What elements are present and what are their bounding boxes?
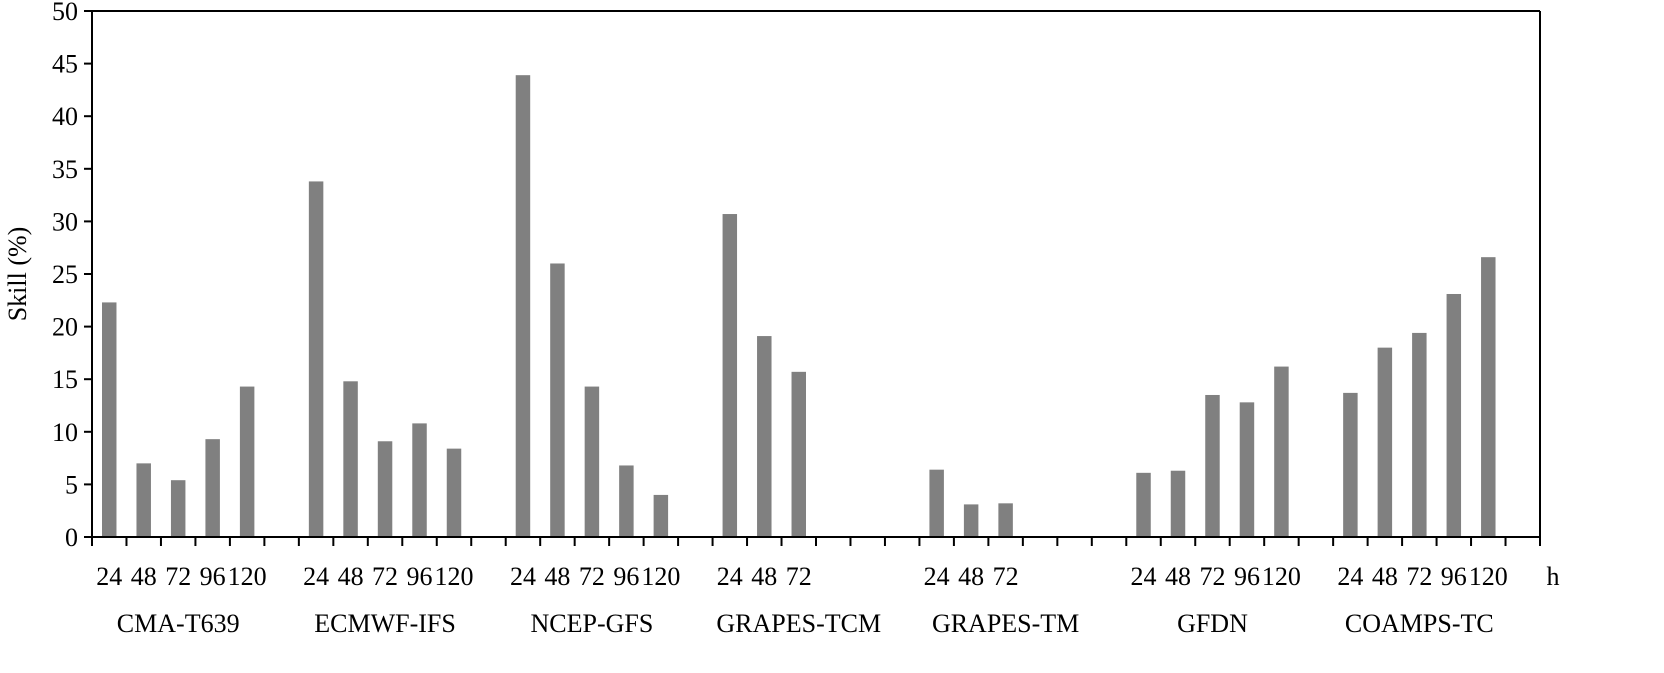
hour-label: 24 (303, 562, 329, 591)
hour-label: 72 (786, 562, 812, 591)
hour-label: 48 (338, 562, 364, 591)
hour-label: 48 (1372, 562, 1398, 591)
y-tick-label: 40 (52, 102, 78, 131)
y-tick-label: 5 (65, 470, 78, 499)
bar-GFDN-72h (1205, 394, 1220, 537)
y-tick-label: 30 (52, 207, 78, 236)
y-tick-label: 10 (52, 418, 78, 447)
bar-GRAPES-TM-24h (929, 469, 944, 537)
bar-ECMWF-IFS-24h (308, 181, 324, 537)
hour-label: 96 (407, 562, 433, 591)
bar-GFDN-24h (1136, 472, 1151, 537)
hour-label: 96 (1234, 562, 1260, 591)
bar-GRAPES-TM-72h (998, 503, 1013, 537)
hour-label: 72 (372, 562, 398, 591)
x-unit-label: h (1547, 562, 1560, 591)
hour-label: 48 (751, 562, 777, 591)
bar-CMA-T639-120h (239, 386, 255, 537)
bar-CMA-T639-24h (101, 302, 117, 537)
hour-labels: 24 48 72 96 120 24 48 72 96 120 24 48 72 96 120 24 48 72 2… (96, 562, 1508, 591)
y-tick-label: 25 (52, 260, 78, 289)
bar-ECMWF-IFS-96h (412, 423, 427, 537)
model-label: GRAPES-TCM (716, 609, 881, 638)
bar-GFDN-48h (1170, 470, 1186, 537)
bar-GRAPES-TCM-24h (722, 214, 738, 537)
y-tick-label: 35 (52, 155, 78, 184)
y-tick-label: 50 (52, 0, 78, 26)
hour-label: 120 (435, 562, 474, 591)
bar-NCEP-GFS-48h (550, 263, 565, 537)
hour-label: 48 (544, 562, 570, 591)
hour-label: 24 (924, 562, 950, 591)
bar-CMA-T639-72h (170, 480, 186, 537)
bar-GRAPES-TCM-72h (791, 371, 807, 537)
bar-ECMWF-IFS-120h (446, 448, 462, 537)
bar-NCEP-GFS-96h (619, 465, 634, 537)
bars (101, 75, 1496, 537)
bar-GRAPES-TCM-48h (757, 336, 772, 537)
bar-CMA-T639-96h (205, 439, 220, 537)
hour-label: 48 (958, 562, 984, 591)
bar-NCEP-GFS-24h (515, 75, 531, 537)
hour-label: 120 (1262, 562, 1301, 591)
hour-label: 24 (96, 562, 122, 591)
hour-label: 24 (717, 562, 743, 591)
hour-label: 24 (1131, 562, 1157, 591)
bar-COAMPS-TC-48h (1377, 347, 1393, 537)
hour-label: 72 (579, 562, 605, 591)
bar-COAMPS-TC-120h (1481, 257, 1496, 537)
hour-label: 24 (1337, 562, 1363, 591)
hour-label: 96 (613, 562, 639, 591)
hour-label: 120 (1469, 562, 1508, 591)
bar-ECMWF-IFS-72h (377, 441, 393, 537)
x-axis-ticks (91, 537, 1541, 546)
bar-GFDN-120h (1274, 366, 1289, 537)
hour-label: 72 (1406, 562, 1432, 591)
bar-COAMPS-TC-24h (1343, 392, 1358, 537)
model-label: NCEP-GFS (530, 609, 653, 638)
y-axis-ticks: 0 5 10 15 20 25 30 35 40 45 50 (52, 0, 92, 552)
hour-label: 96 (200, 562, 226, 591)
hour-label: 120 (641, 562, 680, 591)
bar-NCEP-GFS-72h (584, 386, 600, 537)
group-labels: CMA-T639 ECMWF-IFS NCEP-GFS GRAPES-TCM GRAPE… (117, 609, 1494, 638)
bar-CMA-T639-48h (136, 463, 151, 537)
hour-label: 48 (1165, 562, 1191, 591)
y-tick-label: 0 (65, 523, 78, 552)
hour-label: 120 (228, 562, 267, 591)
bar-ECMWF-IFS-48h (343, 381, 358, 537)
bar-GFDN-96h (1239, 402, 1255, 537)
model-label: GFDN (1177, 609, 1248, 638)
model-label: COAMPS-TC (1345, 609, 1494, 638)
y-tick-label: 15 (52, 365, 78, 394)
y-tick-label: 45 (52, 50, 78, 79)
model-label: CMA-T639 (117, 609, 240, 638)
bar-COAMPS-TC-72h (1412, 332, 1427, 537)
hour-label: 72 (993, 562, 1019, 591)
y-axis-title: Skill (%) (3, 227, 32, 322)
bar-COAMPS-TC-96h (1446, 293, 1462, 537)
hour-label: 72 (165, 562, 191, 591)
hour-label: 24 (510, 562, 536, 591)
hour-label: 48 (131, 562, 157, 591)
model-label: GRAPES-TM (932, 609, 1079, 638)
hour-label: 72 (1199, 562, 1225, 591)
hour-label: 96 (1441, 562, 1467, 591)
y-tick-label: 20 (52, 313, 78, 342)
bar-NCEP-GFS-120h (653, 494, 669, 537)
bar-GRAPES-TM-48h (963, 504, 979, 537)
model-label: ECMWF-IFS (314, 609, 456, 638)
